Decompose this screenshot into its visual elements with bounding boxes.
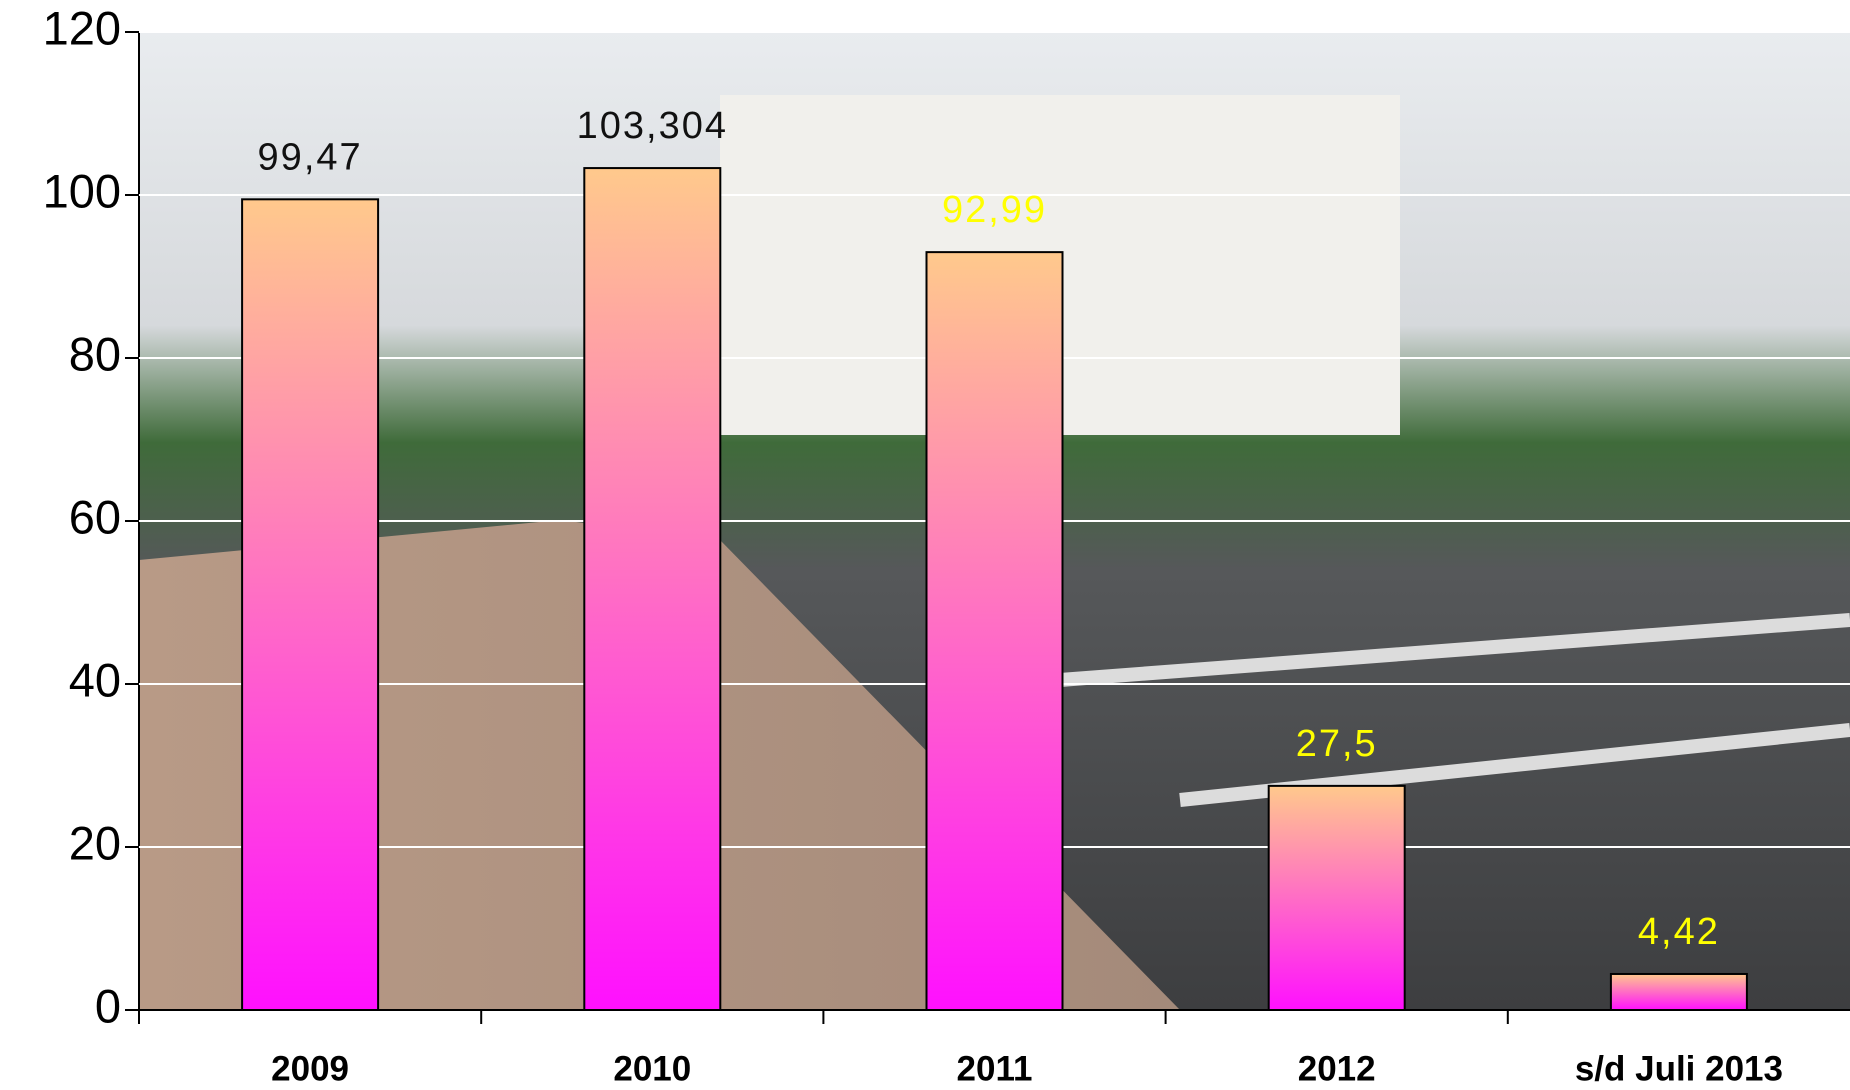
bar: [927, 252, 1063, 1010]
x-tick-label: 2009: [271, 1049, 349, 1088]
bar: [584, 168, 720, 1010]
x-tick-label: s/d Juli 2013: [1575, 1049, 1783, 1088]
value-label: 99,47: [258, 136, 363, 178]
chart: 0 20 40 60 80 100 120 2009 99,47 2010 103,304 2011 9…: [0, 0, 1850, 1090]
y-tick-label: 20: [69, 816, 121, 869]
x-tick-label: 2012: [1298, 1049, 1376, 1088]
bar: [1269, 786, 1405, 1010]
value-label: 92,99: [942, 189, 1047, 231]
y-tick-label: 80: [69, 327, 121, 380]
value-label: 103,304: [577, 105, 728, 147]
y-tick-label: 40: [69, 653, 121, 706]
y-tick-label: 100: [43, 164, 121, 217]
x-tick-label: 2010: [613, 1049, 691, 1088]
bar: [1611, 974, 1747, 1010]
y-tick-label: 60: [69, 490, 121, 543]
y-tick-label: 120: [43, 1, 121, 54]
bar: [242, 199, 378, 1010]
value-label: 4,42: [1638, 911, 1720, 953]
value-label: 27,5: [1296, 723, 1378, 765]
x-tick-label: 2011: [957, 1049, 1033, 1088]
y-tick-label: 0: [95, 979, 121, 1032]
